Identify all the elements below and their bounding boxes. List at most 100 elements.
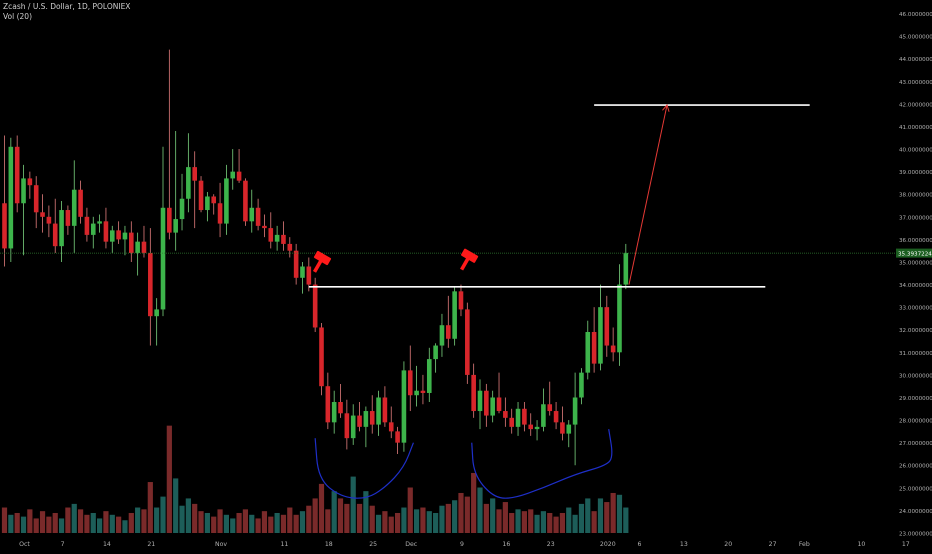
candle: [129, 221, 134, 262]
time-tick-label: 27: [769, 541, 777, 548]
volume-bar: [109, 514, 115, 533]
volume-bar: [597, 498, 604, 533]
volume-bar: [211, 516, 217, 533]
candle: [566, 420, 572, 448]
candle-body: [14, 146, 20, 204]
time-tick-label: 9: [460, 541, 464, 548]
candle-body: [623, 252, 629, 285]
hammer-icon: [312, 250, 332, 273]
volume-bar: [394, 512, 401, 533]
candle: [46, 205, 52, 238]
volume-bar: [192, 503, 198, 533]
price-tick-label: 32.00000000: [899, 328, 932, 334]
volume-bar: [591, 511, 597, 533]
candle: [179, 173, 185, 231]
candle: [205, 191, 210, 222]
volume-bar: [65, 507, 71, 533]
candle-body: [300, 266, 305, 278]
time-tick-label: 13: [680, 541, 688, 548]
candle-body: [560, 422, 565, 434]
volume-bar: [540, 511, 546, 533]
volume-bar: [350, 476, 356, 533]
candle-body: [243, 180, 248, 222]
price-tick-label: 31.00000000: [899, 351, 932, 357]
candle: [579, 368, 584, 405]
candle-body: [8, 146, 14, 249]
volume-bar: [116, 516, 122, 533]
candle: [40, 194, 45, 233]
volume-bar: [299, 511, 306, 533]
candle: [522, 402, 527, 432]
candle: [610, 327, 616, 362]
volume-bar: [141, 509, 147, 533]
candle: [388, 406, 394, 439]
volume-bar: [71, 503, 77, 533]
volume-bar: [268, 516, 274, 533]
volume-bar: [515, 509, 521, 533]
candle: [560, 406, 565, 441]
hammer-head: [461, 248, 479, 263]
candle-body: [268, 228, 274, 242]
volume-bar: [20, 516, 27, 533]
volume-bar: [27, 509, 33, 533]
candle-body: [179, 198, 185, 220]
candle: [281, 221, 286, 251]
volume-bar: [369, 505, 375, 533]
candle-body: [141, 241, 147, 253]
candle: [465, 302, 470, 384]
candle-body: [591, 331, 597, 364]
volume-bar: [433, 512, 439, 533]
volume-bar: [280, 514, 287, 533]
candle-body: [84, 216, 90, 235]
volume-bar: [559, 512, 566, 533]
volume-bar: [236, 512, 242, 533]
candle: [78, 180, 83, 224]
candle-body: [534, 426, 540, 430]
price-tick-label: 38.00000000: [899, 193, 932, 199]
candle-body: [338, 402, 343, 414]
volume-bar: [293, 514, 299, 533]
candle: [350, 404, 356, 445]
candle-body: [610, 345, 616, 353]
candle-body: [129, 232, 134, 253]
candle-body: [90, 223, 96, 235]
candle: [458, 284, 464, 317]
volume-layer: [1, 425, 629, 533]
price-tick-label: 43.00000000: [899, 80, 932, 86]
candle-body: [122, 232, 128, 240]
volume-bar: [331, 491, 337, 533]
candle-body: [65, 210, 71, 226]
candle-body: [484, 390, 489, 416]
cup-curve: [314, 438, 414, 499]
candle-body: [528, 424, 534, 430]
volume-bar: [1, 507, 8, 533]
volume-bar: [585, 498, 591, 533]
candle-body: [350, 415, 356, 439]
volume-bar: [610, 492, 616, 533]
candle: [541, 388, 546, 432]
volume-bar: [217, 509, 223, 533]
candle-body: [496, 397, 502, 412]
time-tick-label: 16: [502, 541, 510, 548]
price-tick-label: 27.00000000: [899, 441, 932, 447]
candle: [407, 345, 413, 412]
time-tick-label: 2020: [600, 541, 616, 548]
last-price-label: 35.39372240: [898, 251, 932, 257]
candle-body: [369, 411, 375, 425]
candle-body: [21, 178, 26, 204]
candle: [2, 135, 7, 267]
candle: [585, 320, 591, 380]
candle: [27, 171, 33, 199]
volume-bar: [287, 507, 293, 533]
candle: [496, 372, 502, 414]
target-arrow: [628, 104, 668, 285]
price-axis: 23.00000000 24.00000000 25.00000000 26.0000…: [896, 12, 932, 538]
price-tick-label: 45.00000000: [899, 35, 932, 41]
volume-bar: [173, 478, 179, 533]
candle: [306, 257, 312, 292]
candle: [154, 298, 159, 346]
candle-body: [471, 374, 476, 412]
price-tick-label: 25.00000000: [899, 486, 932, 492]
